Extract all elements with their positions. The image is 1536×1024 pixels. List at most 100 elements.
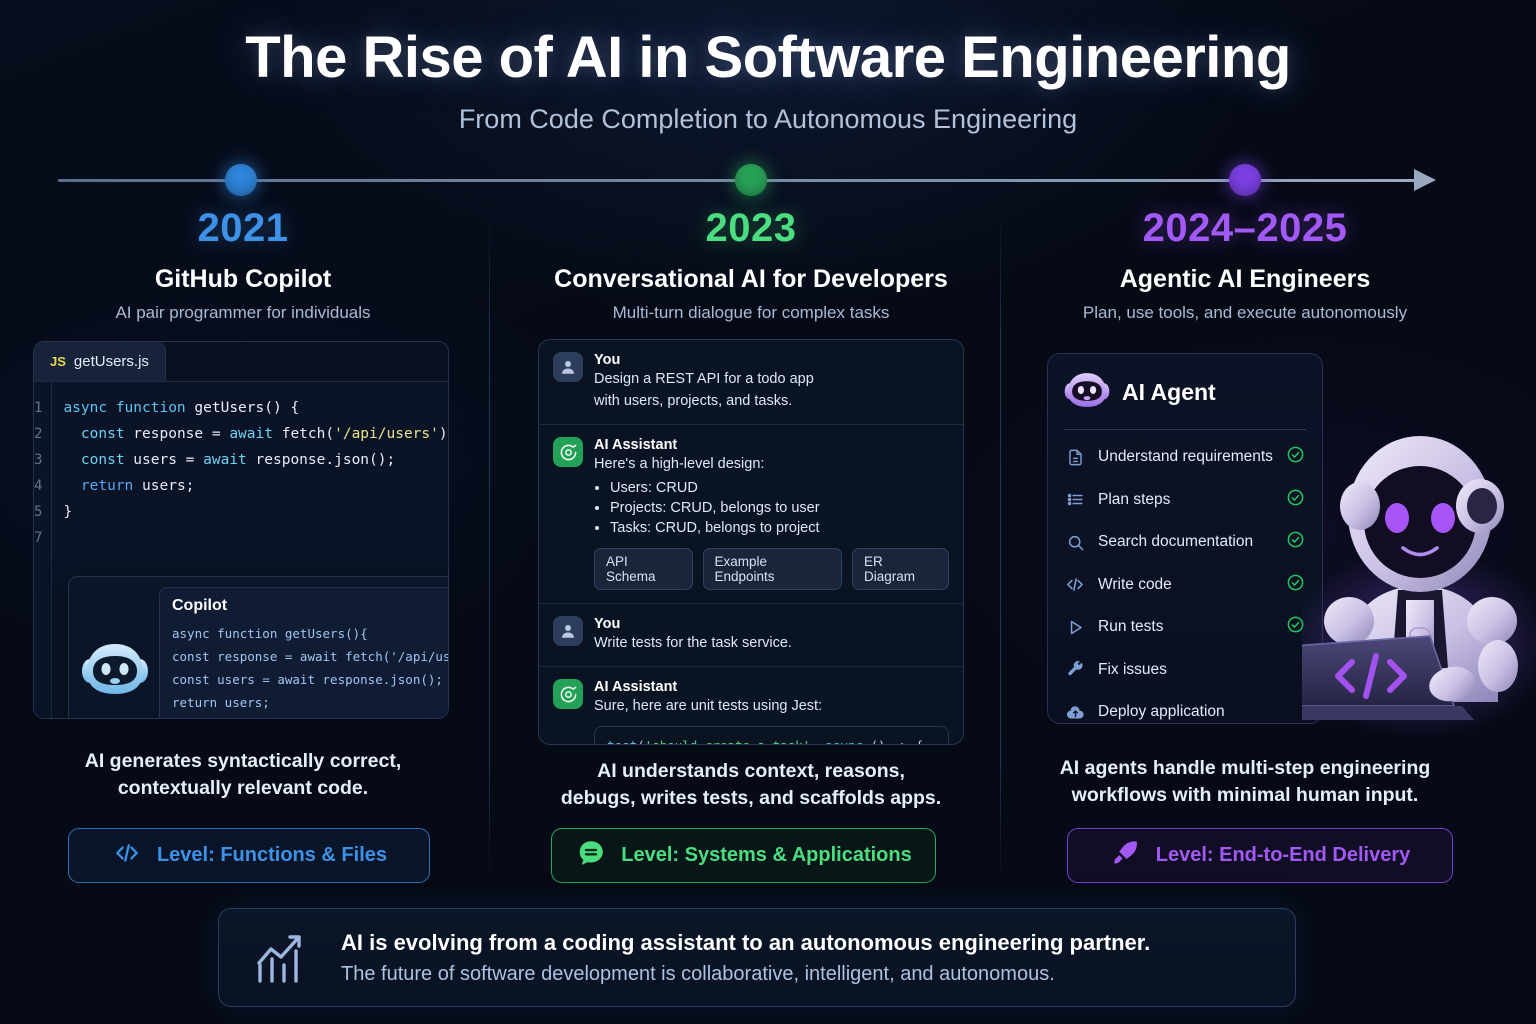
chat-code-block: test('should create a task', async () =>…: [594, 725, 949, 744]
chat-role: You: [594, 352, 621, 368]
chat-suggestion-chips: API Schema Example Endpoints ER Diagram: [594, 547, 949, 590]
user-avatar-icon: [553, 615, 583, 646]
editor-code[interactable]: async function getUsers() { const respon…: [63, 400, 448, 520]
copilot-suggestion-body: Copilot async function getUsers(){ const…: [159, 587, 448, 718]
chat-text-line: Design a REST API for a todo app: [594, 371, 814, 387]
caption-line: debugs, writes tests, and scaffolds apps…: [560, 787, 942, 809]
js-badge-icon: JS: [50, 354, 66, 369]
agent-step-understand-requirements[interactable]: Understand requirements: [1064, 436, 1306, 479]
agent-step-label: Run tests: [1098, 618, 1164, 636]
caption-line: AI generates syntactically correct,: [84, 750, 402, 772]
editor-tabbar: JS getUsers.js: [34, 342, 448, 382]
column-subtitle: Multi-turn dialogue for complex tasks: [612, 303, 890, 322]
agent-step-plan-steps[interactable]: Plan steps: [1064, 479, 1306, 522]
agent-step-label: Fix issues: [1098, 660, 1167, 678]
check-circle-icon: [1286, 488, 1306, 512]
caption-line: workflows with minimal human input.: [1071, 784, 1419, 806]
chat-message-ai-2: AI Assistant Sure, here are unit tests u…: [539, 667, 963, 744]
column-caption-2023: AI understands context, reasons, debugs,…: [516, 758, 986, 812]
ai-assistant-icon: [553, 679, 583, 709]
chat-panel: You Design a REST API for a todo app wit…: [538, 339, 964, 745]
column-year: 2021: [197, 206, 289, 250]
agent-title: AI Agent: [1122, 379, 1216, 405]
chat-bubble-icon: [575, 838, 607, 874]
play-icon: [1064, 618, 1086, 637]
page-subtitle: From Code Completion to Autonomous Engin…: [458, 104, 1078, 134]
editor-tab-label: getUsers.js: [73, 353, 149, 370]
arrow-right-icon: [1414, 169, 1436, 191]
chat-text-line: with users, projects, and tasks.: [594, 392, 793, 409]
chip-example-endpoints[interactable]: Example Endpoints: [702, 547, 842, 590]
timeline-dot-2021: [225, 164, 257, 196]
caption-line: AI agents handle multi-step engineering: [1059, 757, 1431, 779]
growth-chart-icon: [253, 925, 315, 990]
agent-step-label: Deploy application: [1098, 703, 1225, 721]
chat-message-ai-1: AI Assistant Here's a high-level design:…: [539, 425, 963, 604]
chat-message-user-1: You Design a REST API for a todo app wit…: [539, 340, 963, 425]
check-circle-icon: [1286, 530, 1306, 554]
agent-header: AI Agent: [1064, 369, 1306, 429]
chat-bullet-list: Users: CRUD Projects: CRUD, belongs to u…: [610, 478, 949, 538]
rocket-icon: [1110, 838, 1142, 874]
agent-step-label: Plan steps: [1098, 490, 1171, 508]
agent-step-label: Understand requirements: [1098, 448, 1273, 466]
check-circle-icon: [1286, 445, 1306, 469]
column-title: Conversational AI for Developers: [554, 265, 948, 293]
user-avatar-icon: [553, 352, 583, 382]
agent-step-run-tests[interactable]: Run tests: [1064, 606, 1306, 649]
level-pill-label: Level: Systems & Applications: [621, 844, 912, 866]
code-brackets-icon: [1064, 575, 1086, 594]
chat-role: AI Assistant: [594, 679, 678, 695]
copilot-suggestion-code: async function getUsers(){ const respons…: [172, 626, 448, 710]
chat-bullet: Tasks: CRUD, belongs to project: [610, 518, 949, 538]
level-pill-label: Level: Functions & Files: [156, 844, 388, 866]
copilot-name: Copilot: [172, 597, 228, 614]
copilot-robot-icon: [77, 587, 153, 718]
column-year: 2023: [705, 206, 797, 250]
chip-er-diagram[interactable]: ER Diagram: [851, 547, 949, 590]
chat-bullet: Users: CRUD: [610, 478, 949, 498]
level-pill-systems-applications[interactable]: Level: Systems & Applications: [551, 828, 936, 883]
list-icon: [1064, 490, 1086, 509]
ai-assistant-icon: [553, 437, 583, 467]
agent-divider: [1064, 429, 1306, 430]
agent-step-deploy-application[interactable]: Deploy application: [1064, 691, 1306, 734]
chat-text-line: Write tests for the task service.: [594, 634, 792, 651]
summary-banner: AI is evolving from a coding assistant t…: [218, 908, 1296, 1007]
caption-line: AI understands context, reasons,: [597, 760, 905, 782]
column-year: 2024–2025: [1142, 206, 1348, 250]
column-header-2024-2025: 2024–2025 Agentic AI Engineers Plan, use…: [1010, 206, 1480, 323]
robot-illustration: [1285, 414, 1536, 739]
agent-panel: AI Agent Understand requirements Plan st…: [1047, 353, 1323, 724]
column-caption-2024-2025: AI agents handle multi-step engineering …: [1010, 755, 1480, 809]
copilot-suggestion-popup[interactable]: Copilot async function getUsers(){ const…: [68, 576, 448, 718]
level-pill-end-to-end-delivery[interactable]: Level: End-to-End Delivery: [1067, 828, 1453, 883]
chat-text-line: Sure, here are unit tests using Jest:: [594, 698, 823, 714]
agent-step-label: Write code: [1098, 575, 1172, 593]
search-icon: [1064, 533, 1086, 552]
agent-robot-icon: [1064, 369, 1110, 416]
column-caption-2021: AI generates syntactically correct, cont…: [8, 748, 478, 802]
chat-message-user-2: You Write tests for the task service.: [539, 604, 963, 667]
chat-role: AI Assistant: [594, 437, 678, 453]
column-title: GitHub Copilot: [154, 265, 332, 293]
agent-step-write-code[interactable]: Write code: [1064, 564, 1306, 607]
editor-tab-getusers[interactable]: JS getUsers.js: [34, 342, 166, 381]
page-title: The Rise of AI in Software Engineering: [245, 25, 1291, 90]
agent-step-fix-issues[interactable]: Fix issues: [1064, 649, 1306, 692]
summary-headline: AI is evolving from a coding assistant t…: [341, 929, 1151, 955]
level-pill-functions-files[interactable]: Level: Functions & Files: [68, 828, 430, 883]
level-pill-label: Level: End-to-End Delivery: [1155, 844, 1411, 866]
chip-api-schema[interactable]: API Schema: [594, 547, 693, 590]
column-divider-2: [1000, 212, 1001, 884]
wrench-icon: [1064, 660, 1086, 679]
agent-step-search-documentation[interactable]: Search documentation: [1064, 521, 1306, 564]
column-divider-1: [489, 212, 490, 884]
timeline-dot-2023: [735, 164, 767, 196]
chat-role: You: [594, 615, 621, 632]
column-subtitle: AI pair programmer for individuals: [115, 303, 371, 322]
